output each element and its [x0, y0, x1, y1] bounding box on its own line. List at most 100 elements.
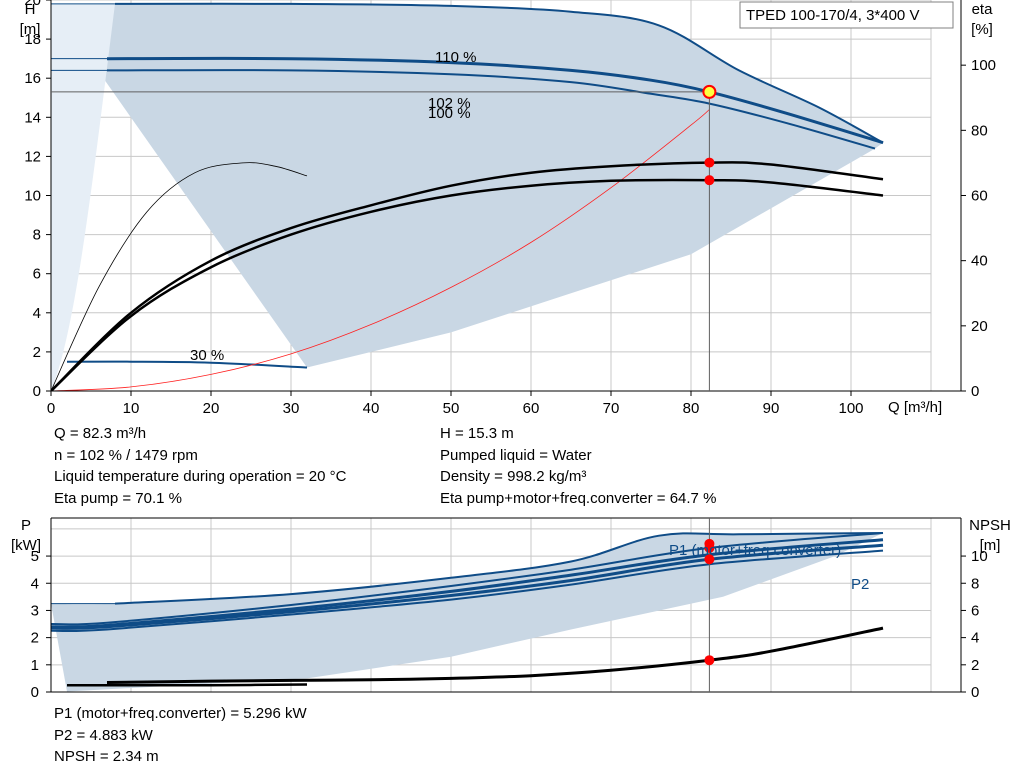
info-eta-total: Eta pump+motor+freq.converter = 64.7 %	[440, 489, 717, 507]
y-tick-label-right: 80	[971, 122, 988, 139]
x-tick-label: 20	[203, 400, 220, 417]
info-p1: P1 (motor+freq.converter) = 5.296 kW	[54, 705, 307, 722]
y-tick-label-left: 4	[33, 305, 41, 322]
npsh-tick-label: 2	[971, 657, 979, 674]
head-chart-curves	[51, 2, 884, 391]
eta-total-marker	[704, 175, 715, 186]
y-axis-unit-left: [m]	[20, 21, 41, 38]
y-tick-label-left: 16	[24, 70, 41, 87]
x-tick-label: 30	[283, 400, 300, 417]
y-tick-label-left: 8	[33, 227, 41, 244]
y-tick-label-left: 20	[24, 0, 41, 9]
y-tick-label-right: 40	[971, 253, 988, 270]
power-chart-ticks: 0 1 2 3 4 5 0 2 4 6 8 10	[31, 548, 988, 700]
power-chart-markers	[704, 518, 715, 692]
npsh-tick-label: 0	[971, 684, 979, 700]
y-tick-label-right: 60	[971, 188, 988, 205]
info-speed: n = 102 % / 1479 rpm	[54, 446, 198, 464]
p-axis-title: P	[21, 517, 31, 534]
curve-30	[66, 360, 308, 369]
eta-pump-marker	[704, 157, 715, 168]
y-tick-label-left: 14	[24, 109, 41, 126]
y-tick-label-right: 0	[971, 383, 979, 400]
info-npsh: NPSH = 2.34 m	[54, 748, 159, 765]
y-axis-title-right: eta	[972, 1, 994, 18]
p-tick-label: 5	[31, 548, 39, 565]
y-tick-label-left: 10	[24, 188, 41, 205]
info-liquid-temperature: Liquid temperature during operation = 20…	[54, 468, 347, 485]
curve-series-1	[51, 532, 884, 626]
envelope-light-band	[51, 3, 115, 391]
x-tick-label: 10	[123, 400, 140, 417]
info-top-left: Q = 82.3 m³/h n = 102 % / 1479 rpm Liqui…	[54, 423, 346, 509]
y-axis-title-left: H	[25, 1, 36, 18]
curve-label-100: 100 %	[428, 105, 471, 122]
y-tick-label-left: 0	[33, 383, 41, 400]
curve-series-4	[51, 549, 884, 633]
info-eta-pump: Eta pump = 70.1 %	[54, 489, 182, 507]
x-axis-title: Q [m³/h]	[888, 399, 942, 416]
power-marker-2	[704, 554, 715, 565]
curve-110	[114, 2, 884, 144]
head-efficiency-chart: 0 10 20 30 40 50 60 70 80 90 100 0 2 4 6 8 10 12 14 16 18 20 0…	[20, 0, 996, 417]
x-tick-label: 40	[363, 400, 380, 417]
x-tick-label: 70	[603, 400, 620, 417]
pump-label: TPED 100-170/4, 3*400 V	[746, 7, 919, 24]
curve-series-4	[51, 109, 710, 391]
npsh-tick-label: 10	[971, 548, 988, 565]
curve-p1	[114, 532, 884, 605]
power-chart-axes	[50, 517, 962, 693]
p-tick-label: 3	[31, 602, 39, 619]
p-tick-label: 2	[31, 630, 39, 647]
curve-102	[106, 56, 884, 145]
x-tick-label: 60	[523, 400, 540, 417]
npsh-marker	[704, 655, 715, 666]
x-tick-label: 0	[47, 400, 55, 417]
head-chart-ticks: 0 10 20 30 40 50 60 70 80 90 100 0 2 4 6 8 10 12 14 16 18 20 0…	[24, 0, 996, 417]
curve-series-5	[51, 161, 884, 391]
info-top-right: H = 15.3 m Pumped liquid = Water Density…	[440, 423, 716, 509]
npsh-axis-title: NPSH	[969, 517, 1011, 534]
operating-point-marker	[702, 84, 717, 99]
npsh-tick-label: 4	[971, 630, 979, 647]
p-tick-label: 4	[31, 575, 39, 592]
power-chart-curves	[51, 532, 884, 687]
info-pumped-liquid: Pumped liquid = Water	[440, 446, 592, 464]
x-tick-label: 80	[683, 400, 700, 417]
curve-100	[106, 69, 876, 150]
x-tick-label: 90	[763, 400, 780, 417]
p-tick-label: 0	[31, 684, 39, 700]
info-flow: Q = 82.3 m³/h	[54, 425, 147, 442]
head-chart-markers	[51, 84, 717, 391]
npsh-tick-label: 6	[971, 602, 979, 619]
p-tick-label: 1	[31, 657, 39, 674]
curve-label-30: 30 %	[190, 347, 224, 364]
info-head: H = 15.3 m	[440, 425, 514, 442]
curve-series-5	[106, 626, 884, 684]
curve-label-110: 110 %	[435, 49, 476, 66]
info-density: Density = 998.2 kg/m³	[440, 468, 587, 485]
power-envelope	[51, 533, 883, 692]
y-axis-unit-right: [%]	[971, 21, 993, 38]
y-tick-label-right: 100	[971, 57, 996, 74]
power-npsh-chart: 0 1 2 3 4 5 0 2 4 6 8 10 P [kW] NPSH [m] P1 (motor+…	[11, 517, 1011, 700]
npsh-tick-label: 8	[971, 575, 979, 592]
info-p2: P2 = 4.883 kW	[54, 726, 153, 744]
y-tick-label-left: 6	[33, 266, 41, 283]
curve-label-p1: P1 (motor+freq.converter)	[669, 542, 841, 559]
y-tick-label-right: 20	[971, 318, 988, 335]
curve-label-p2: P2	[851, 576, 869, 593]
info-bottom: P1 (motor+freq.converter) = 5.296 kW P2 …	[54, 703, 307, 768]
y-tick-label-left: 18	[24, 31, 41, 48]
curve-series-6	[51, 178, 884, 391]
curve-series-7	[51, 162, 308, 391]
curve-p2	[51, 543, 884, 630]
y-tick-label-left: 12	[24, 148, 41, 165]
pump-label-box	[739, 1, 954, 29]
curve-series-6	[67, 683, 308, 687]
x-tick-label: 100	[838, 400, 863, 417]
y-tick-label-left: 2	[33, 344, 41, 361]
p-axis-unit: [kW]	[11, 537, 41, 554]
power-chart-envelope	[51, 533, 883, 692]
curve-label-102: 102 %	[428, 95, 471, 112]
